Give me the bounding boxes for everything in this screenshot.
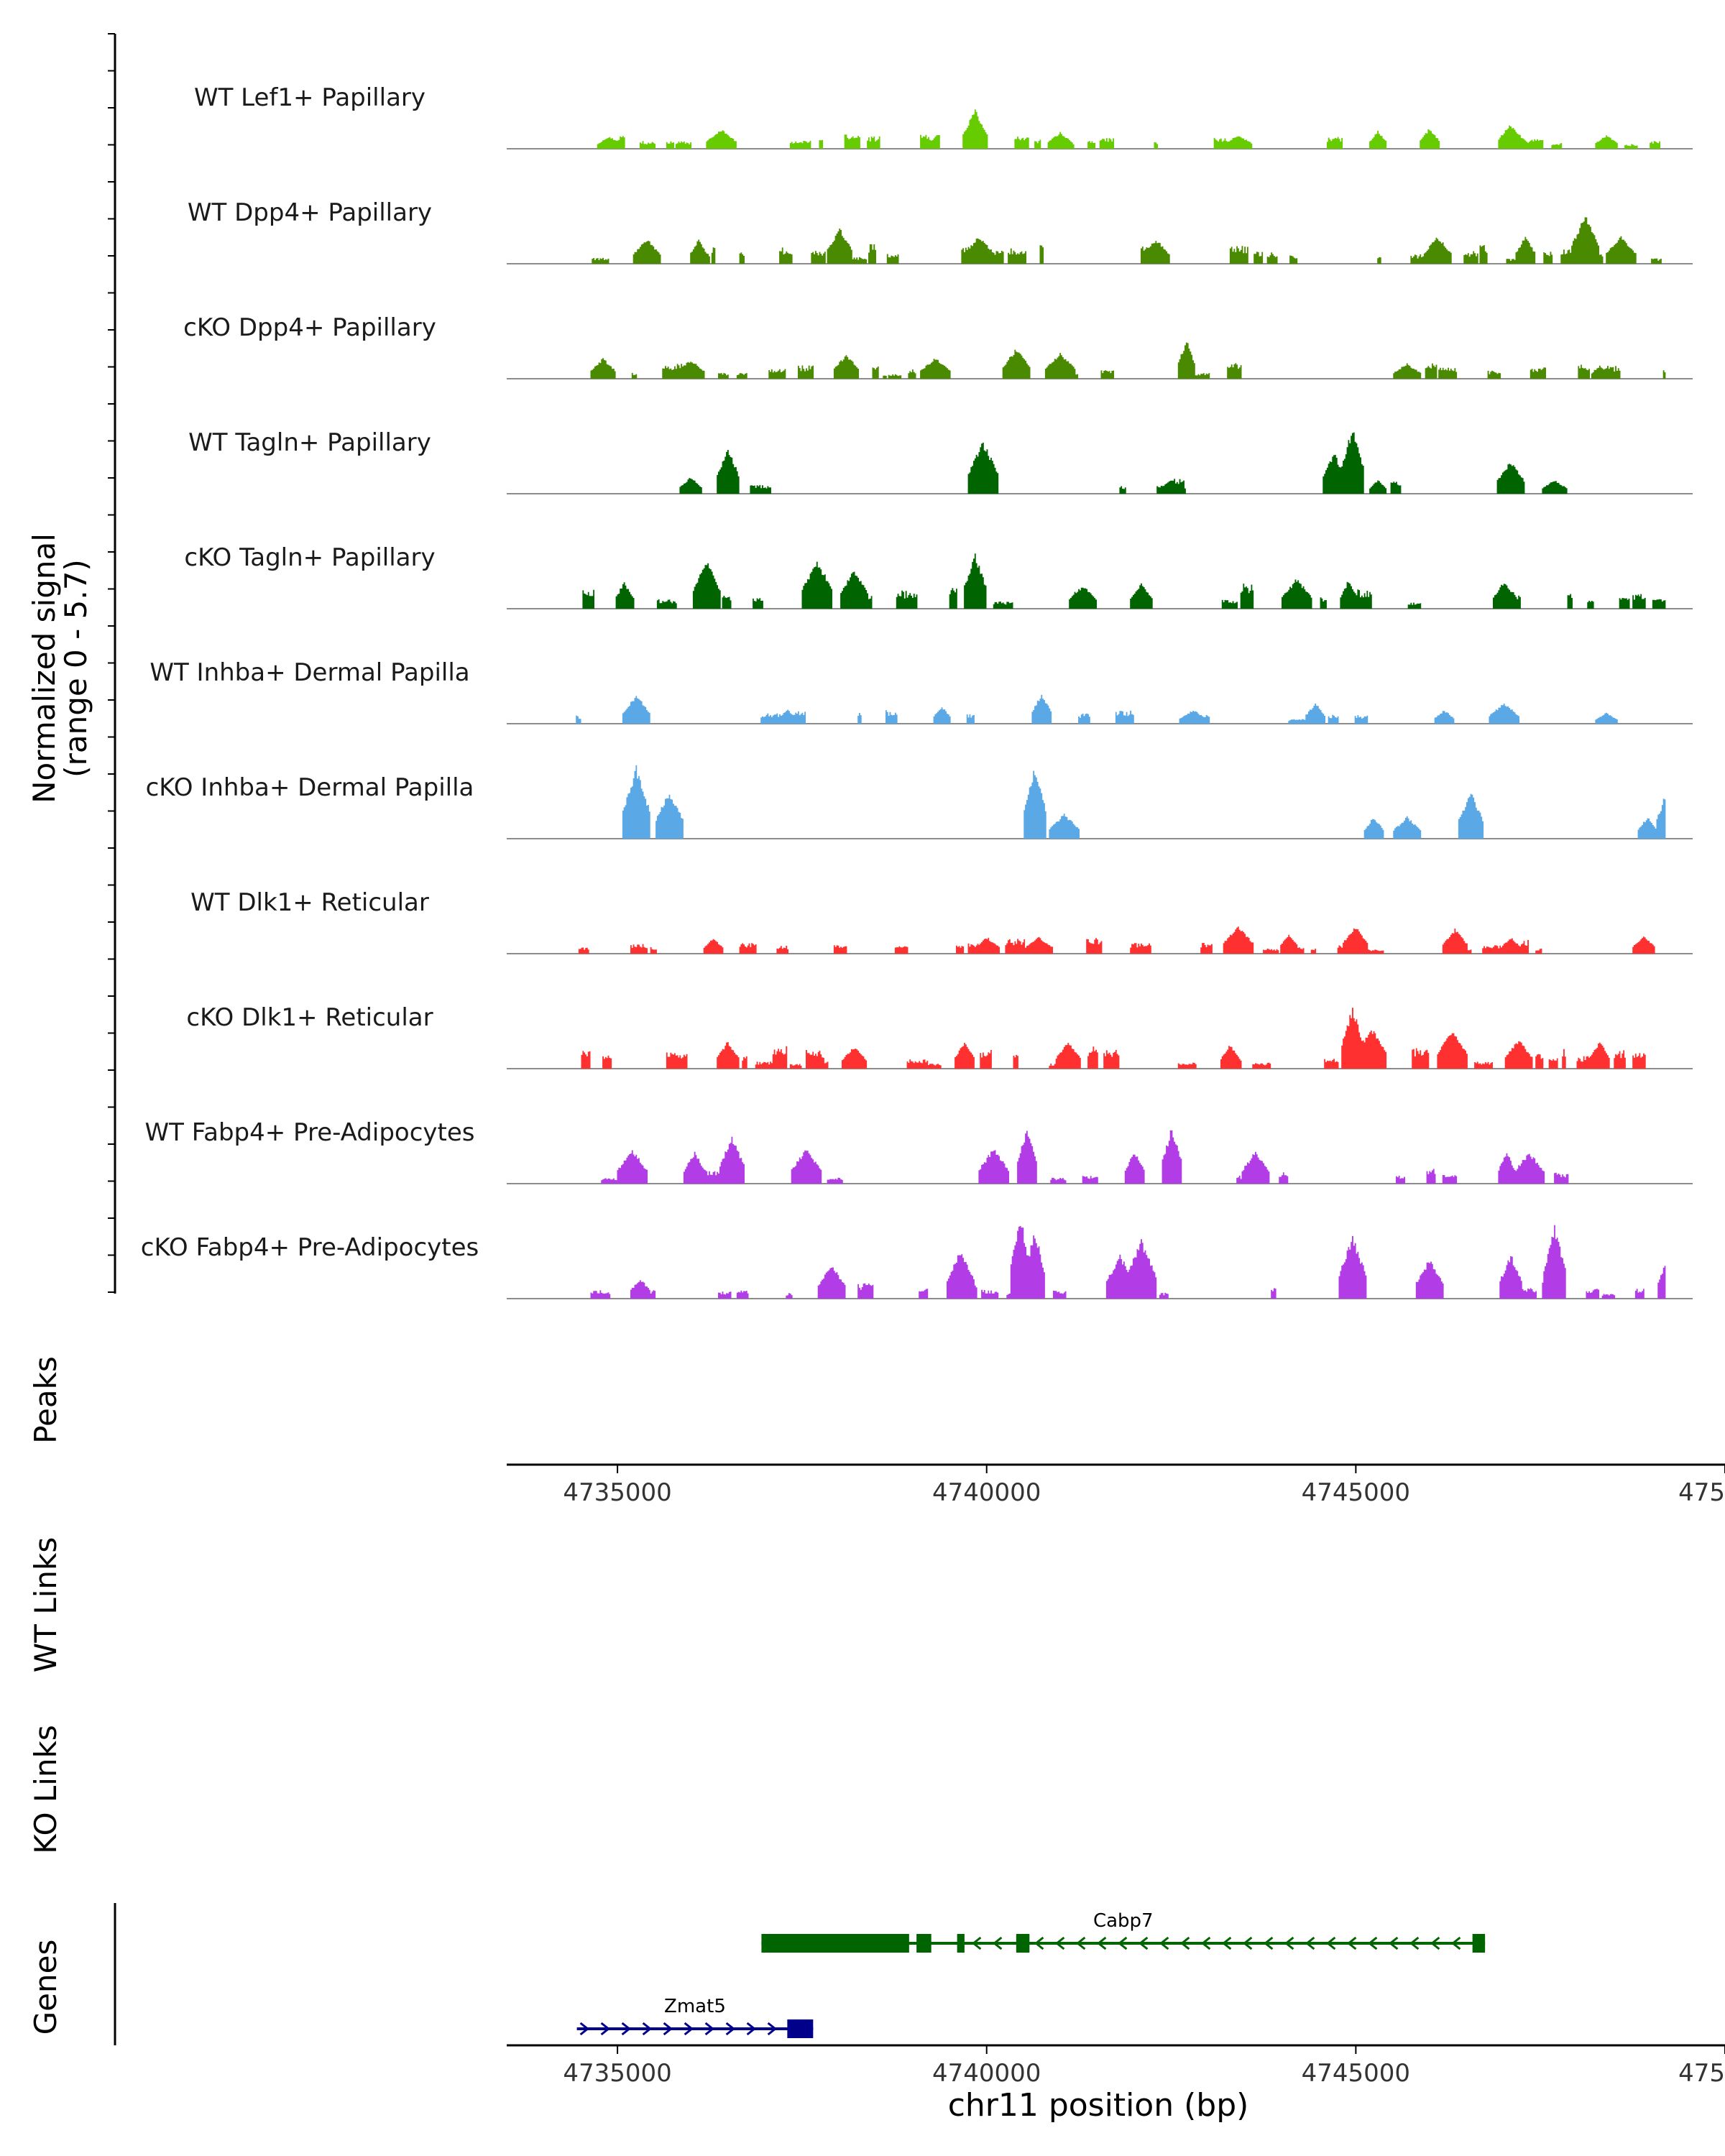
strand-arrow — [1347, 1936, 1357, 1950]
track-label: WT Lef1+ Papillary — [194, 83, 426, 112]
position-axis-lower-tick-label: 4745000 — [1302, 2059, 1410, 2088]
gene-label: Zmat5 — [664, 1996, 726, 2017]
coverage-area — [622, 765, 1666, 839]
strand-arrow — [746, 2022, 756, 2036]
strand-arrow — [1055, 1936, 1065, 1950]
position-axis-upper-tick-label: 4745000 — [1302, 1478, 1410, 1507]
coverage-track: WT Tagln+ Papillary — [188, 428, 1693, 494]
coverage-area — [679, 432, 1568, 494]
strand-arrow — [725, 2022, 735, 2036]
position-axis-upper: 4735000 4740000 4745000 475000 — [507, 1463, 1725, 1507]
strand-arrow — [1222, 1936, 1232, 1950]
strand-arrow — [1430, 1936, 1440, 1950]
coverage-track: WT Dlk1+ Reticular — [190, 888, 1693, 954]
strand-arrow — [1284, 1936, 1294, 1950]
strand-arrow — [993, 1936, 1003, 1950]
coverage-area — [597, 109, 1661, 149]
strand-arrow — [1118, 1936, 1128, 1950]
wt-links-panel-label: WT Links — [28, 1537, 63, 1672]
strand-arrow — [1451, 1936, 1461, 1950]
strand-arrow — [1409, 1936, 1420, 1950]
gene-exon — [1472, 1934, 1486, 1953]
coverage-area — [590, 1225, 1666, 1299]
strand-arrow — [1034, 1936, 1044, 1950]
coverage-track: WT Fabp4+ Pre-Adipocytes — [145, 1118, 1693, 1184]
strand-arrow — [972, 1936, 982, 1950]
position-axis-upper-tick-label: 4735000 — [563, 1478, 671, 1507]
coverage-track: WT Lef1+ Papillary — [194, 83, 1693, 149]
track-label: cKO Dlk1+ Reticular — [186, 1003, 433, 1032]
position-axis-upper-tick-label: 4740000 — [932, 1478, 1041, 1507]
x-axis-label: chr11 position (bp) — [948, 2087, 1249, 2124]
track-label: cKO Inhba+ Dermal Papilla — [146, 773, 474, 802]
strand-arrow — [663, 2022, 673, 2036]
track-label: cKO Tagln+ Papillary — [184, 543, 435, 572]
strand-arrow — [1389, 1936, 1399, 1950]
gene-exon — [957, 1934, 965, 1953]
position-axis-lower-tick-label: 4740000 — [932, 2059, 1041, 2088]
gene-exon — [761, 1934, 909, 1953]
strand-arrow — [1138, 1936, 1149, 1950]
strand-arrow — [1368, 1936, 1378, 1950]
coverage-area — [582, 553, 1666, 609]
ko-links-panel-label: KO Links — [28, 1725, 63, 1854]
signal-axis — [108, 33, 116, 1294]
gene-exon — [787, 2019, 814, 2038]
y-axis-label-line2: (range 0 - 5.7) — [58, 559, 93, 778]
strand-arrow — [684, 2022, 694, 2036]
genes-panel-label: Genes — [28, 1940, 63, 2035]
peaks-panel-label: Peaks — [28, 1356, 63, 1444]
coverage-area — [592, 217, 1662, 264]
strand-arrow — [642, 2022, 652, 2036]
coverage-track: cKO Inhba+ Dermal Papilla — [146, 765, 1693, 839]
coverage-area — [581, 1008, 1646, 1069]
strand-arrow — [767, 2022, 777, 2036]
signal-axis-ticks — [108, 33, 115, 1293]
track-label: WT Dlk1+ Reticular — [190, 888, 429, 917]
strand-arrow — [1180, 1936, 1190, 1950]
strand-arrow — [1305, 1936, 1315, 1950]
strand-arrow — [1243, 1936, 1253, 1950]
strand-arrow — [1159, 1936, 1169, 1950]
strand-arrow — [1264, 1936, 1274, 1950]
strand-arrow — [1076, 1936, 1086, 1950]
strand-arrow — [704, 2022, 714, 2036]
position-axis-upper-tick-label: 475000 — [1678, 1478, 1725, 1507]
track-label: WT Tagln+ Papillary — [188, 428, 431, 457]
strand-arrow — [1097, 1936, 1107, 1950]
coverage-area — [576, 694, 1618, 724]
gene-exon — [1016, 1934, 1030, 1953]
y-axis-label-line1: Normalized signal — [27, 533, 62, 803]
track-label: cKO Fabp4+ Pre-Adipocytes — [141, 1233, 479, 1262]
gene-exon — [916, 1934, 932, 1953]
strand-arrow — [600, 2022, 610, 2036]
coverage-area — [601, 1130, 1569, 1184]
track-label: WT Fabp4+ Pre-Adipocytes — [145, 1118, 475, 1147]
coverage-track: cKO Tagln+ Papillary — [184, 543, 1693, 609]
track-label: cKO Dpp4+ Papillary — [183, 313, 436, 342]
coverage-track: WT Inhba+ Dermal Papilla — [150, 658, 1693, 724]
gene: Zmat5 — [576, 1996, 814, 2038]
strand-arrow — [1326, 1936, 1336, 1950]
gene-label: Cabp7 — [1093, 1910, 1154, 1932]
strand-arrow — [621, 2022, 631, 2036]
coverage-area — [590, 342, 1666, 379]
strand-arrow — [579, 2022, 589, 2036]
coverage-track: cKO Dlk1+ Reticular — [186, 1003, 1693, 1069]
track-label: WT Inhba+ Dermal Papilla — [150, 658, 469, 687]
strand-arrow — [1201, 1936, 1211, 1950]
gene: Cabp7 — [761, 1910, 1486, 1953]
coverage-track: WT Dpp4+ Papillary — [188, 198, 1693, 264]
position-axis-lower-tick-label: 4735000 — [563, 2059, 671, 2088]
coverage-track: cKO Dpp4+ Papillary — [183, 313, 1693, 379]
position-axis-lower: 4735000 4740000 4745000 475000 — [507, 2044, 1725, 2088]
gene-annotations: Cabp7 Zmat5 — [576, 1910, 1486, 2038]
coverage-track: cKO Fabp4+ Pre-Adipocytes — [141, 1225, 1693, 1299]
coverage-area — [578, 926, 1655, 954]
track-label: WT Dpp4+ Papillary — [188, 198, 432, 227]
coverage-tracks: WT Lef1+ Papillary WT Dpp4+ Papillary cKO … — [141, 83, 1693, 1299]
position-axis-lower-tick-label: 475000 — [1678, 2059, 1725, 2088]
